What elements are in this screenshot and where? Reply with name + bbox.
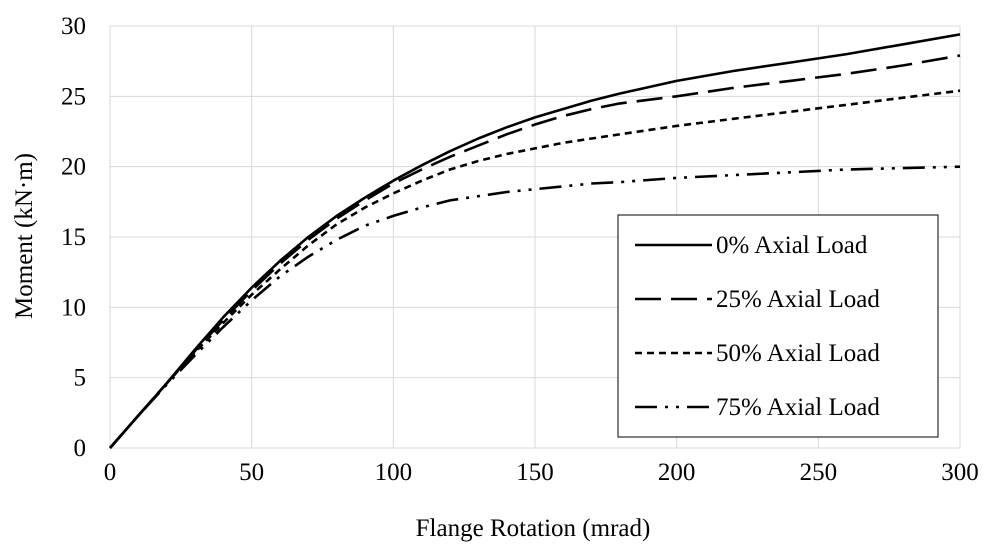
legend-label-3: 50% Axial Load <box>716 340 880 367</box>
y-tick-label: 0 <box>74 435 87 462</box>
series-line-3 <box>109 89 961 449</box>
legend-label-1: 0% Axial Load <box>716 232 868 259</box>
y-tick-label: 5 <box>74 365 87 392</box>
x-tick-label: 50 <box>239 459 264 486</box>
y-tick-label: 20 <box>61 154 86 181</box>
y-axis-title: Moment (kN·m) <box>11 153 38 319</box>
y-tick-label: 15 <box>61 224 86 251</box>
series-line-2 <box>109 54 961 449</box>
x-tick-label: 100 <box>375 459 413 486</box>
y-tick-label: 30 <box>61 13 86 40</box>
y-tick-label: 25 <box>61 83 86 110</box>
series-line-1 <box>109 33 961 449</box>
legend-label-2: 25% Axial Load <box>716 286 880 313</box>
legend-label-4: 75% Axial Load <box>716 394 880 421</box>
series-lines <box>109 33 961 449</box>
x-tick-label: 150 <box>516 459 554 486</box>
x-axis-title: Flange Rotation (mrad) <box>416 515 651 542</box>
x-tick-label: 250 <box>800 459 838 486</box>
series-line-4 <box>109 165 961 449</box>
x-tick-label: 200 <box>658 459 696 486</box>
legend-box <box>617 214 939 438</box>
x-tick-label: 0 <box>104 459 117 486</box>
legend: 0% Axial Load 25% Axial Load 50% Axial Loa… <box>617 214 939 438</box>
x-tick-label: 300 <box>941 459 979 486</box>
y-tick-label: 10 <box>61 294 86 321</box>
